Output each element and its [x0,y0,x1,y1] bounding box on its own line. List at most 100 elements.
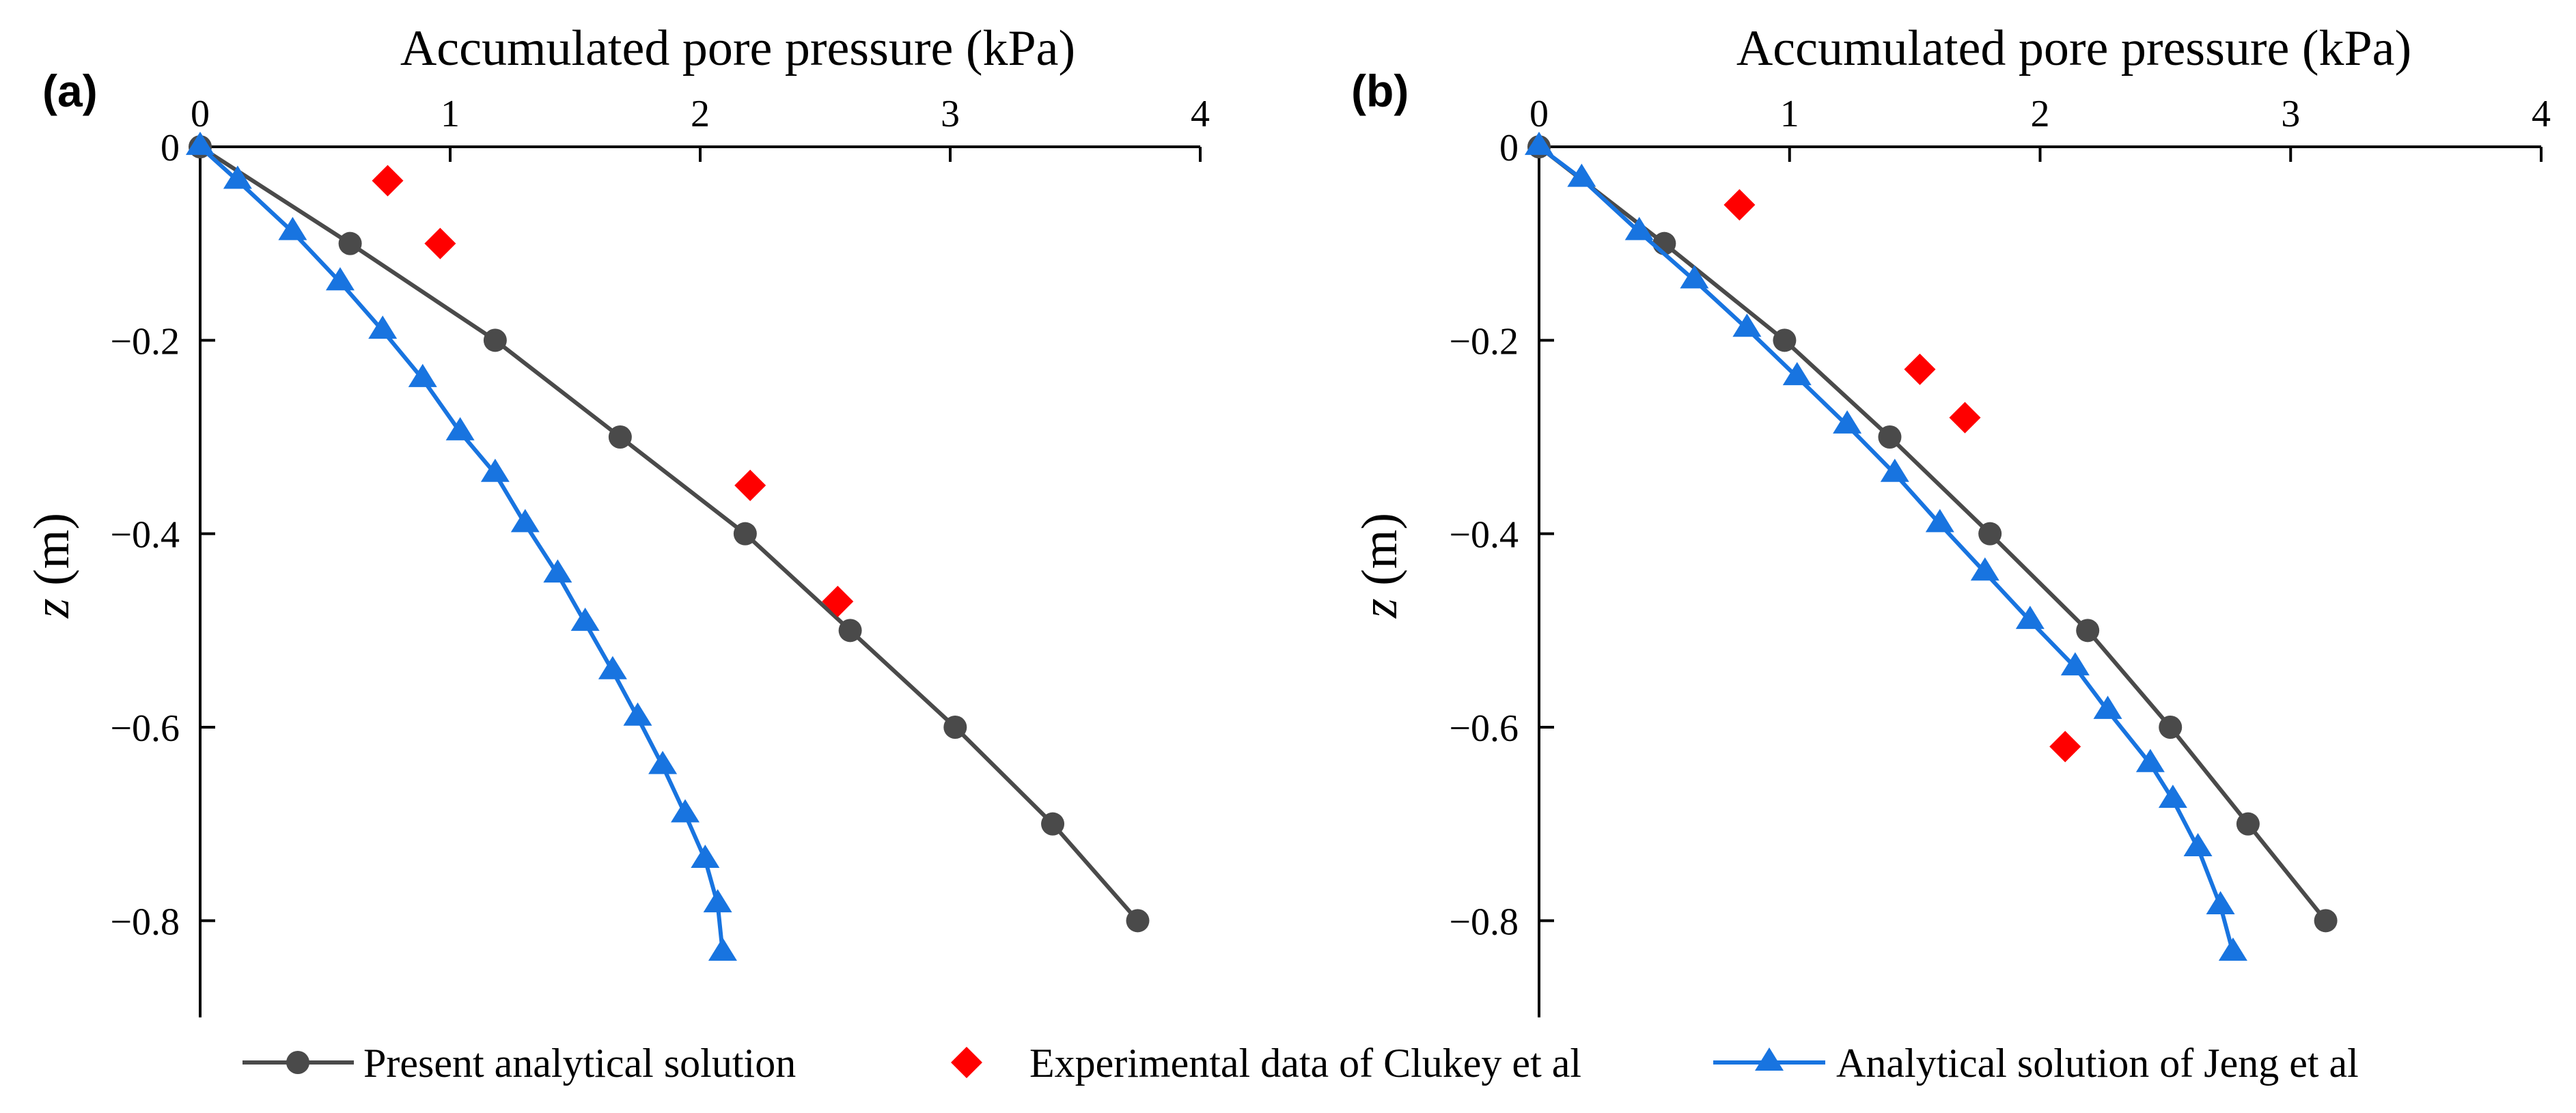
panel-b-jeng-point [1970,557,1999,581]
panel-a-jeng-point [570,607,600,631]
panel-b-series-present [1527,135,2338,933]
legend-item-present: Present analytical solution [243,1041,796,1086]
panel-a-ytick-label: −0.8 [110,901,180,943]
panel-b-ytick-label: −0.4 [1449,514,1519,556]
panel-b-present-point [2076,619,2100,643]
panel-b-jeng-point [1732,313,1762,337]
panel-a: Accumulated pore pressure (kPa) (a) z (m… [24,20,1210,1017]
panel-a-series-present [189,135,1150,933]
panel-b-present-point [1878,425,1902,449]
panel-b-present-point [2159,716,2183,739]
panel-b-ytick-label: −0.6 [1449,707,1519,750]
panel-a-xtick-label: 3 [941,93,960,135]
panel-a-xtick-label: 1 [441,93,460,135]
panel-b-jeng-point [2060,652,2090,676]
panel-a-label: (a) [42,66,98,116]
panel-a-present-point [1041,812,1065,836]
panel-b-jeng-point [1925,509,1954,533]
panel-b-series-experimental [1723,189,2081,763]
panel-a-ytick-label: −0.4 [110,514,180,556]
legend-jeng-marker [1755,1047,1784,1071]
panel-b-jeng-point [1782,362,1812,386]
legend-jeng-label: Analytical solution of Jeng et al [1836,1041,2359,1086]
panel-a-jeng-point [623,702,652,726]
panel-b-xlabel: Accumulated pore pressure (kPa) [1736,20,2411,76]
panel-a-experimental-point [424,227,456,259]
panel-b-ytick-label: −0.2 [1449,320,1519,363]
panel-b-present-point [2314,909,2338,933]
panel-a-jeng-point [278,216,307,240]
panel-b-xtick-label: 3 [2281,93,2300,135]
legend-experimental-label: Experimental data of Clukey et al [1029,1041,1581,1086]
panel-b-xtick-label: 1 [1780,93,1799,135]
panel-a-jeng-point [648,750,678,774]
panel-b-xtick-label: 4 [2532,93,2551,135]
panel-a-experimental-point [822,585,854,617]
panel-a-present-point [483,328,507,352]
panel-a-xlabel: Accumulated pore pressure (kPa) [400,20,1075,76]
panel-a-jeng-point [480,458,510,482]
panel-b-jeng-point [1833,410,1862,434]
panel-a-jeng-point [325,267,355,291]
panel-b-jeng-point [1680,265,1709,289]
panel-a-xtick-label: 2 [691,93,710,135]
panel-a-jeng-point [186,131,214,155]
panel-a-experimental-point [734,469,766,501]
panel-a-ytick-label: −0.2 [110,320,180,363]
panel-b-present-point [1978,522,2002,546]
panel-b-present-point [1773,328,1797,352]
panel-b-ytick-label: −0.8 [1449,901,1519,943]
panel-b-jeng-point [2183,832,2213,856]
panel-a-jeng-point [408,363,437,387]
panel-b-experimental-point [1904,353,1936,385]
panel-a-jeng-point [543,559,572,583]
panel-a-jeng-point [368,315,398,339]
panel-a-xtick-label: 4 [1191,93,1210,135]
panel-b-xtick-label: 2 [2031,93,2050,135]
legend-experimental-marker [951,1047,982,1078]
panel-a-jeng-point [598,656,627,679]
panel-a-jeng-point [703,889,732,913]
panel-a-jeng-point [445,417,475,440]
panel-b-jeng-point [1880,458,1909,482]
panel-a-ytick-label: 0 [161,127,180,169]
panel-b-ylabel: z (m) [1352,513,1408,619]
panel-a-jeng-point [671,799,700,823]
panel-a-jeng-point [708,937,737,961]
panel-b-experimental-point [1723,189,1756,221]
panel-b-jeng-point [1525,131,1553,155]
legend-present-marker [286,1051,309,1074]
panel-a-experimental-point [372,165,404,197]
panel-a-ytick-label: −0.6 [110,707,180,750]
panel-b-jeng-point [1567,163,1596,187]
panel-b: Accumulated pore pressure (kPa) (b) z (m… [1351,20,2551,1017]
panel-b-jeng-point [2218,937,2247,961]
panel-b-xtick-label: 0 [1529,93,1549,135]
panel-a-jeng-point [691,844,720,868]
panel-b-jeng-point [2015,606,2045,630]
panel-a-xtick-label: 0 [191,93,210,135]
panel-a-present-point [838,619,862,643]
panel-b-jeng-point [1624,216,1654,240]
panel-b-ytick-label: 0 [1499,127,1519,169]
panel-b-experimental-point [2049,731,2081,763]
panel-b-jeng-point [2158,785,2187,808]
legend: Present analytical solution Experimental… [243,1041,2359,1086]
panel-b-label: (b) [1351,66,1409,116]
panel-b-series-jeng [1525,131,2247,961]
panel-a-present-point [1126,909,1150,933]
panel-a-present-point [733,522,757,546]
panel-b-experimental-point [1949,401,1981,434]
panel-a-series-experimental [372,165,854,617]
panel-a-series-jeng [186,131,737,961]
legend-item-experimental: Experimental data of Clukey et al [951,1041,1581,1086]
panel-b-jeng-point [2135,748,2165,772]
legend-present-label: Present analytical solution [363,1041,796,1086]
legend-item-jeng: Analytical solution of Jeng et al [1713,1041,2359,1086]
panel-a-present-point [338,231,362,255]
panel-b-jeng-point [2093,695,2122,719]
panel-b-jeng-point [2206,890,2235,914]
panel-b-present-point [2236,812,2260,836]
panel-a-present-point [943,716,967,739]
